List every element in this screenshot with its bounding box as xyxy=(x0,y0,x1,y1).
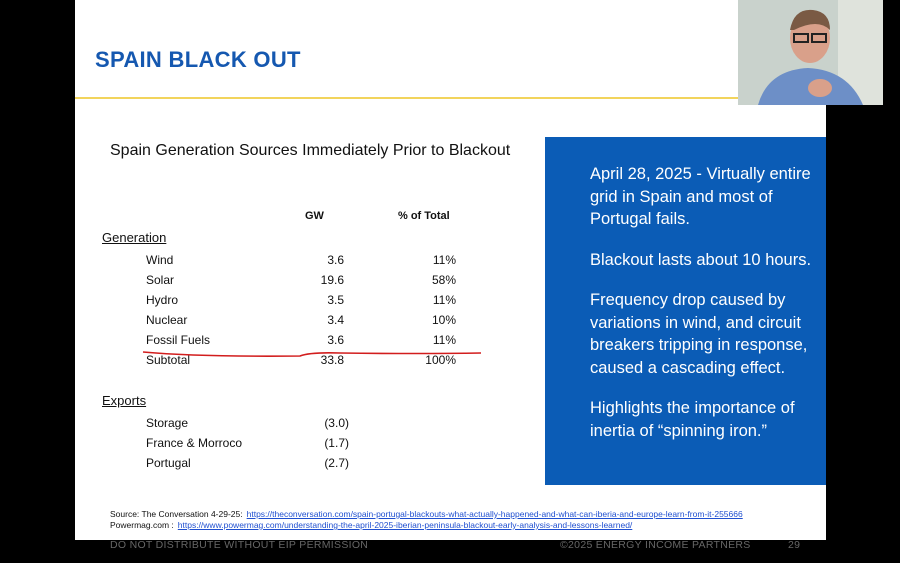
cell-value: (3.0) xyxy=(324,416,349,430)
section-heading: Exports xyxy=(102,393,147,408)
slide-title: SPAIN BLACK OUT xyxy=(95,47,301,72)
column-header: GW xyxy=(305,210,324,222)
source-line: Powermag.com : https://www.powermag.com/u… xyxy=(110,520,632,530)
table-title: Spain Generation Sources Immediately Pri… xyxy=(110,142,511,159)
row-label: Fossil Fuels xyxy=(146,333,211,347)
row-label: Nuclear xyxy=(146,313,188,327)
hand xyxy=(808,79,832,97)
callout-box: April 28, 2025 - Virtually entire grid i… xyxy=(545,137,826,485)
callout-text: April 28, 2025 - Virtually entire grid i… xyxy=(590,163,822,460)
source-link[interactable]: https://theconversation.com/spain-portug… xyxy=(246,509,743,519)
footer-disclaimer: DO NOT DISTRIBUTE WITHOUT EIP PERMISSION xyxy=(110,539,369,551)
source-line: Source: The Conversation 4-29-25: https:/… xyxy=(110,509,743,519)
webcam xyxy=(738,0,883,105)
cell-value: 3.5 xyxy=(327,293,344,307)
row-label: Storage xyxy=(146,416,189,430)
cell-value: 3.4 xyxy=(327,313,344,327)
cell-value: 3.6 xyxy=(327,253,344,267)
cell-value: (1.7) xyxy=(324,436,349,450)
cell-value: 19.6 xyxy=(320,273,344,287)
callout-paragraph: April 28, 2025 - Virtually entire grid i… xyxy=(590,165,811,228)
callout-paragraph: Blackout lasts about 10 hours. xyxy=(590,250,812,269)
title-rule xyxy=(75,97,738,99)
row-label: France & Morroco xyxy=(146,436,243,450)
row-label: Subtotal xyxy=(146,353,191,367)
annotation-stroke xyxy=(142,351,482,357)
source-label: Source: The Conversation 4-29-25: xyxy=(110,509,243,519)
cell-value: (2.7) xyxy=(324,456,349,470)
cell-value: 33.8 xyxy=(320,353,344,367)
cell-value: 3.6 xyxy=(327,333,344,347)
hair xyxy=(790,9,830,30)
callout-paragraph: Highlights the importance of inertia of … xyxy=(590,399,795,440)
glasses xyxy=(793,33,809,43)
section-heading: Generation xyxy=(102,230,167,245)
column-header: % of Total xyxy=(398,210,450,222)
row-label: Portugal xyxy=(146,456,191,470)
source-label: Powermag.com : xyxy=(110,520,174,530)
cell-value: 58% xyxy=(431,273,456,287)
webcam-image xyxy=(738,0,883,105)
cell-value: 10% xyxy=(431,313,456,327)
row-label: Wind xyxy=(146,253,174,267)
red-underline xyxy=(142,351,482,357)
footer-copyright: ©2025 ENERGY INCOME PARTNERS xyxy=(560,539,751,551)
cell-value: 11% xyxy=(432,333,456,347)
row-label: Hydro xyxy=(146,293,179,307)
page-number: 29 xyxy=(788,539,801,551)
cell-value: 11% xyxy=(432,253,456,267)
glasses xyxy=(811,33,827,43)
cell-value: 11% xyxy=(432,293,456,307)
row-label: Solar xyxy=(146,273,175,287)
source-link[interactable]: https://www.powermag.com/understanding-t… xyxy=(177,520,633,530)
callout-paragraph: Frequency drop caused by variations in w… xyxy=(590,291,808,377)
cell-value: 100% xyxy=(425,353,456,367)
